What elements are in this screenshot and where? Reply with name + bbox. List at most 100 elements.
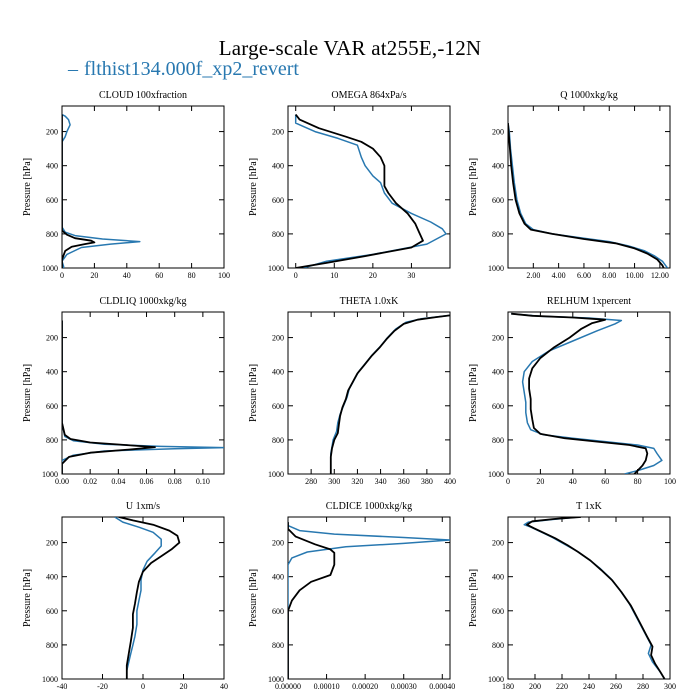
y-tick-label: 1000 <box>42 470 58 479</box>
y-tick-label: 1000 <box>42 264 58 273</box>
x-tick-label: -40 <box>57 682 68 691</box>
y-tick-label: 200 <box>46 128 58 137</box>
x-tick-label: 280 <box>637 682 649 691</box>
series-line-reference <box>508 123 665 268</box>
x-tick-label: 320 <box>351 477 363 486</box>
series-line-reference <box>294 113 424 268</box>
x-tick-label: 12.00 <box>651 271 669 280</box>
x-tick-label: 0.04 <box>111 477 125 486</box>
x-tick-label: 100 <box>218 271 230 280</box>
y-tick-label: 200 <box>272 334 284 343</box>
subplot-title: CLOUD 100xfraction <box>99 90 187 101</box>
x-tick-label: 6.00 <box>577 271 591 280</box>
subplot-title: THETA 1.0xK <box>340 296 399 307</box>
series-line-experiment <box>114 517 162 679</box>
x-tick-label: 220 <box>556 682 568 691</box>
y-tick-label: 400 <box>272 573 284 582</box>
subplot: CLDLIQ 1000xkg/kg Pressure [hPa] 200 400 600… <box>22 296 225 486</box>
plot-frame <box>507 311 671 475</box>
subplot-title: Q 1000xkg/kg <box>560 90 618 101</box>
x-tick-label: 8.00 <box>602 271 616 280</box>
x-tick-label: 300 <box>664 682 676 691</box>
y-tick-label: 600 <box>46 607 58 616</box>
y-tick-label: 400 <box>272 368 284 377</box>
y-tick-label: 800 <box>46 436 58 445</box>
x-tick-label: 20 <box>180 682 188 691</box>
y-tick-label: 600 <box>46 196 58 205</box>
series-line-reference <box>511 312 649 474</box>
x-tick-label: 260 <box>610 682 622 691</box>
x-tick-label: 0 <box>506 477 510 486</box>
y-tick-label: 400 <box>492 162 504 171</box>
subplot: CLDICE 1000xkg/kg Pressure [hPa] 200 400 600… <box>248 501 455 691</box>
series-line-reference <box>118 517 181 679</box>
x-tick-label: 400 <box>444 477 456 486</box>
x-tick-label: 0 <box>141 682 145 691</box>
y-axis-label: Pressure [hPa] <box>248 158 259 216</box>
y-axis-label: Pressure [hPa] <box>468 569 479 627</box>
subplot-title: RELHUM 1xpercent <box>547 296 631 307</box>
y-tick-label: 800 <box>272 436 284 445</box>
plot-frame <box>61 516 225 680</box>
series-line-reference <box>329 314 450 474</box>
y-axis-label: Pressure [hPa] <box>468 158 479 216</box>
x-tick-label: 60 <box>155 271 163 280</box>
subplot-title: OMEGA 864xPa/s <box>331 90 406 101</box>
x-tick-label: 200 <box>529 682 541 691</box>
plot-frame <box>507 105 671 269</box>
legend: – flthist134.000f_xp2_revert <box>68 58 299 81</box>
x-tick-label: 80 <box>188 271 196 280</box>
x-tick-label: 40 <box>123 271 131 280</box>
y-tick-label: 800 <box>272 641 284 650</box>
series-line-reference <box>288 522 336 679</box>
x-tick-label: 30 <box>407 271 415 280</box>
y-tick-label: 1000 <box>268 264 284 273</box>
y-tick-label: 200 <box>272 539 284 548</box>
x-tick-label: 100 <box>664 477 676 486</box>
x-tick-label: 0.00000 <box>275 682 301 691</box>
x-tick-label: 180 <box>502 682 514 691</box>
y-tick-label: 400 <box>272 162 284 171</box>
series-line-experiment <box>62 113 141 268</box>
y-tick-label: 600 <box>46 402 58 411</box>
x-tick-label: 0.00 <box>55 477 69 486</box>
y-tick-label: 200 <box>272 128 284 137</box>
y-tick-label: 800 <box>272 230 284 239</box>
y-tick-label: 1000 <box>488 675 504 684</box>
y-tick-label: 800 <box>46 641 58 650</box>
y-tick-label: 400 <box>46 368 58 377</box>
x-tick-label: 380 <box>421 477 433 486</box>
subplot-title: T 1xK <box>576 501 602 512</box>
y-tick-label: 1000 <box>268 675 284 684</box>
x-tick-label: 0.00020 <box>352 682 378 691</box>
y-axis-label: Pressure [hPa] <box>22 364 33 422</box>
x-tick-label: 0.02 <box>83 477 97 486</box>
x-tick-label: 20 <box>536 477 544 486</box>
subplot: THETA 1.0xK Pressure [hPa] 200 400 600 800 100… <box>248 296 456 486</box>
legend-line-marker: – <box>68 58 78 80</box>
x-tick-label: 340 <box>375 477 387 486</box>
x-tick-label: 0 <box>294 271 298 280</box>
y-tick-label: 800 <box>46 230 58 239</box>
y-tick-label: 1000 <box>42 675 58 684</box>
x-tick-label: 0 <box>60 271 64 280</box>
x-tick-label: 40 <box>569 477 577 486</box>
x-tick-label: 4.00 <box>552 271 566 280</box>
x-tick-label: 10 <box>330 271 338 280</box>
y-tick-label: 600 <box>492 607 504 616</box>
x-tick-label: 20 <box>369 271 377 280</box>
x-tick-label: 300 <box>328 477 340 486</box>
x-tick-label: 0.10 <box>196 477 210 486</box>
x-tick-label: 10.00 <box>626 271 644 280</box>
y-tick-label: 200 <box>492 539 504 548</box>
series-line-experiment <box>511 312 663 474</box>
x-tick-label: 0.00010 <box>314 682 340 691</box>
plot-frame <box>287 105 451 269</box>
y-axis-label: Pressure [hPa] <box>248 364 259 422</box>
